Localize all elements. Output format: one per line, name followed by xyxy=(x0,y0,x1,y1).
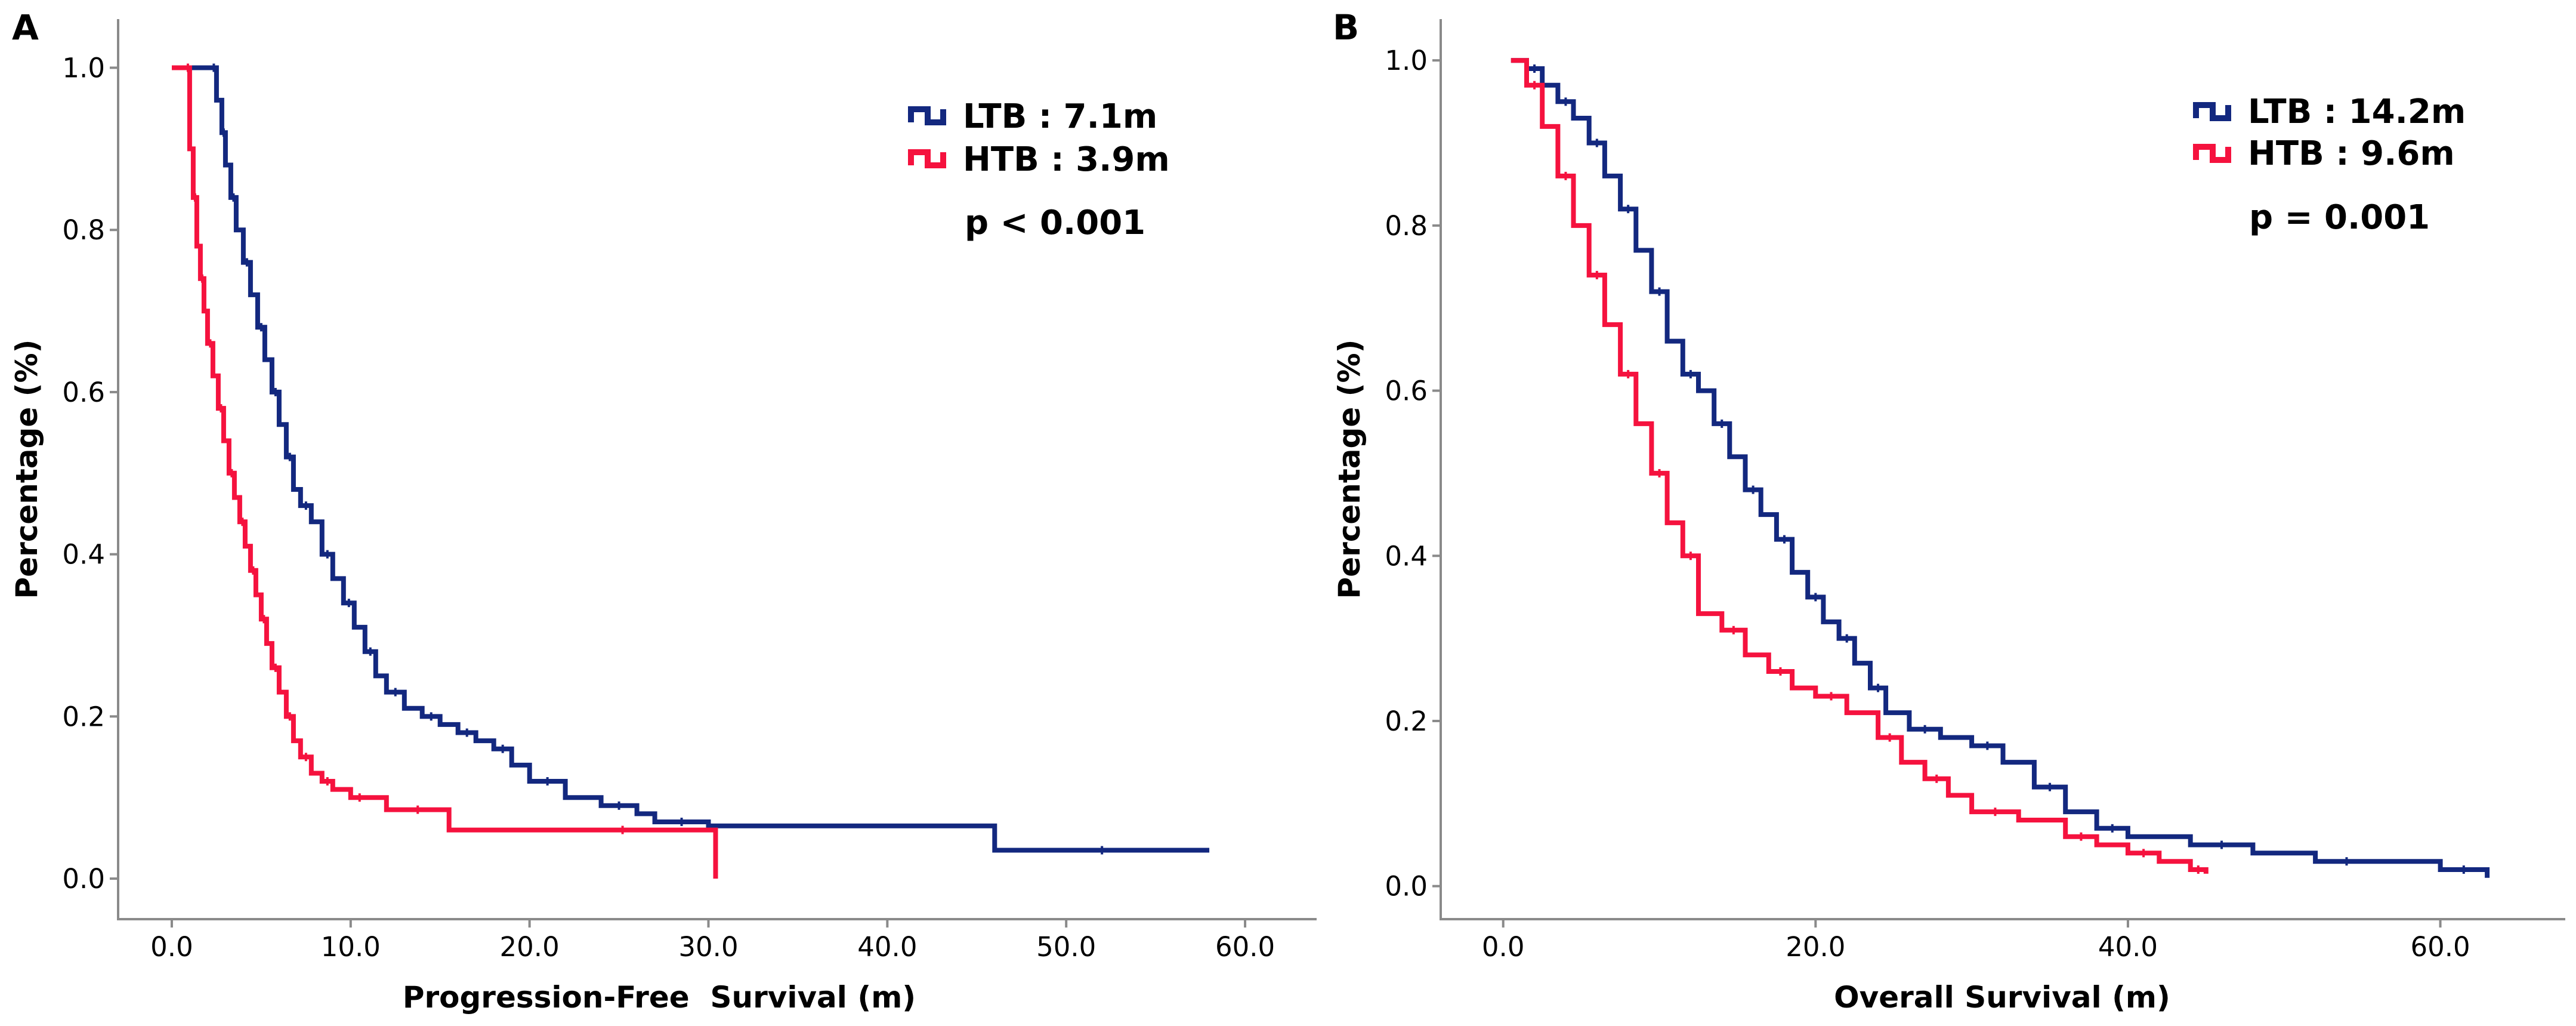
panel-a-curves xyxy=(172,63,1210,879)
panel-a-x-axis-title: Progression-Free Survival (m) xyxy=(403,980,916,1015)
panel-b-x-tick-label: 0.0 xyxy=(1482,931,1525,963)
panel-a-y-tick-label: 0.4 xyxy=(62,539,105,571)
panel-b-x-tick-label: 60.0 xyxy=(2410,931,2470,963)
panel-a-legend: LTB : 7.1m HTB : 3.9m p < 0.001 xyxy=(908,97,1170,242)
panel-b-legend-htb-swatch xyxy=(2193,144,2231,163)
panel-b-y-tick-label: 0.6 xyxy=(1385,375,1428,407)
panel-a-p-value: p < 0.001 xyxy=(965,204,1145,242)
panel-a-legend-htb-swatch xyxy=(908,149,946,168)
panel-a-x-tick-label: 60.0 xyxy=(1215,931,1275,963)
panel-a-y-axis-title: Percentage (%) xyxy=(10,340,44,599)
panel-a-htb-curve xyxy=(172,65,718,879)
panel-a-ltb-curve xyxy=(172,65,1210,853)
panel-b-y-tick-label: 0.4 xyxy=(1385,540,1428,572)
panel-a-x-tick-label: 20.0 xyxy=(500,931,560,963)
panel-a-label: A xyxy=(12,7,39,48)
panel-b-p-value: p = 0.001 xyxy=(2249,198,2430,237)
panel-b-legend-ltb-swatch xyxy=(2193,102,2231,121)
panel-b-legend-htb-label: HTB : 9.6m xyxy=(2248,134,2455,173)
panel-a-x-tick-label: 50.0 xyxy=(1036,931,1096,963)
panel-a-axes xyxy=(117,19,1317,920)
panel-b-y-axis-title: Percentage (%) xyxy=(1332,340,1367,599)
panel-b-x-axis-title: Overall Survival (m) xyxy=(1834,980,2170,1015)
panel-b-y-tick-label: 0.2 xyxy=(1385,705,1428,737)
panel-b-legend: LTB : 14.2m HTB : 9.6m p = 0.001 xyxy=(2193,93,2466,237)
panel-b-x-tick-label: 40.0 xyxy=(2098,931,2158,963)
panel-a-x-tick-label: 40.0 xyxy=(857,931,917,963)
panel-a-x-tick-label: 10.0 xyxy=(321,931,381,963)
panel-a-y-tick-label: 0.2 xyxy=(62,701,105,732)
panel-b-axes xyxy=(1440,19,2565,920)
panel-b-curves xyxy=(1511,58,2490,878)
panel-b-htb-curve xyxy=(1511,58,2209,874)
panel-b-y-tick-label: 0.0 xyxy=(1385,871,1428,902)
panel-a: A 0.0 10.0 20.0 30.0 40.0 50.0 60.0 0.00.20.40… xyxy=(10,7,1317,1015)
panel-a-legend-ltb-swatch xyxy=(908,106,946,125)
panel-a-x-tick-label: 30.0 xyxy=(678,931,738,963)
panel-a-x-ticks: 0.0 10.0 20.0 30.0 40.0 50.0 60.0 xyxy=(150,919,1275,963)
panel-a-y-tick-label: 1.0 xyxy=(62,53,105,84)
panel-b-x-ticks: 0.0 20.0 40.0 60.0 xyxy=(1482,919,2470,963)
panel-b-label: B xyxy=(1333,7,1359,48)
panel-b: B 0.0 20.0 40.0 60.0 0.0 0.2 0.4 0.6 0.8 1.0 Ove… xyxy=(1332,7,2565,1015)
panel-a-y-tick-label: 0.0 xyxy=(62,863,105,895)
panel-b-y-tick-label: 0.8 xyxy=(1385,210,1428,242)
panel-a-legend-ltb-label: LTB : 7.1m xyxy=(963,97,1157,136)
panel-a-y-tick-label: 0.6 xyxy=(62,377,105,408)
panel-b-y-ticks: 0.0 0.2 0.4 0.6 0.8 1.0 xyxy=(1385,45,1441,902)
panel-b-ltb-curve xyxy=(1511,58,2490,878)
panel-b-y-tick-label: 1.0 xyxy=(1385,45,1428,76)
panel-a-y-ticks: 0.0 0.2 0.4 0.6 0.8 1.0 xyxy=(62,53,118,895)
panel-a-x-tick-label: 0.0 xyxy=(150,931,193,963)
panel-b-x-tick-label: 20.0 xyxy=(1786,931,1845,963)
panel-b-legend-ltb-label: LTB : 14.2m xyxy=(2248,93,2466,131)
panel-a-legend-htb-label: HTB : 3.9m xyxy=(963,140,1170,179)
panel-a-y-tick-label: 0.8 xyxy=(62,214,105,246)
